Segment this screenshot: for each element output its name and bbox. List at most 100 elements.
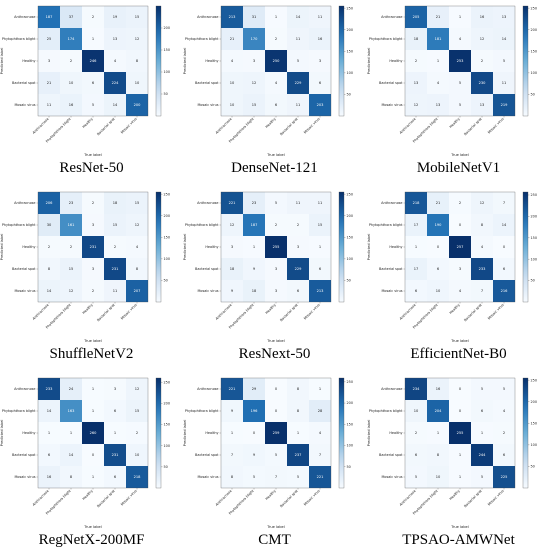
colorbar-tick-label: 200 xyxy=(347,401,353,405)
cell-value: 4 xyxy=(459,289,462,293)
matrix-cell xyxy=(287,444,309,466)
y-tick-label: Mosaic virus xyxy=(198,289,219,293)
cell-value: 6 xyxy=(48,453,51,457)
matrix-cell xyxy=(38,214,60,236)
cell-value: 6 xyxy=(275,103,278,107)
cell-value: 3 xyxy=(275,289,277,293)
matrix-cell xyxy=(243,466,265,488)
matrix-cell xyxy=(221,444,243,466)
x-tick-label: Phytophthora blight xyxy=(228,488,255,515)
matrix-cell xyxy=(405,28,427,50)
cell-value: 12 xyxy=(135,223,140,227)
matrix-cell xyxy=(449,50,471,72)
confusion-matrix-svg: 213 31 1 14 11 21 170 2 11 16 4 3 250 5 3 10 12 4 229 6 10 15… xyxy=(183,5,353,157)
matrix-cell xyxy=(243,50,265,72)
cell-value: 5 xyxy=(297,59,299,63)
cell-value: 2 xyxy=(415,431,417,435)
x-tick-label: Bacterial spot xyxy=(463,116,483,136)
cell-value: 11 xyxy=(296,103,301,107)
matrix-cell xyxy=(60,50,82,72)
matrix-cell xyxy=(104,94,126,116)
matrix-cell xyxy=(493,50,515,72)
matrix-cell xyxy=(427,400,449,422)
model-name-caption: CMT xyxy=(258,532,291,548)
y-axis-label: Predicted label xyxy=(0,234,4,261)
matrix-cell xyxy=(471,72,493,94)
matrix-cell xyxy=(60,214,82,236)
matrix-cell xyxy=(104,28,126,50)
matrix-cell xyxy=(126,444,148,466)
x-tick-label: Healthy xyxy=(265,117,277,129)
cell-value: 219 xyxy=(501,103,509,107)
colorbar-tick-label: 250 xyxy=(347,192,353,196)
matrix-cell xyxy=(82,214,104,236)
matrix-cell xyxy=(449,422,471,444)
colorbar xyxy=(155,377,162,489)
y-tick-label: Mosaic virus xyxy=(198,103,219,107)
cell-value: 4 xyxy=(231,59,234,63)
confusion-matrix-panel: 233 24 1 3 12 14 163 1 6 15 1 1 260 1 2 6 14 0 231 10 16 8 1 6 2… xyxy=(0,372,183,557)
x-axis-label: True label xyxy=(450,525,468,529)
matrix-cell xyxy=(287,258,309,280)
y-tick-label: Healthy xyxy=(22,431,35,435)
colorbar-tick-label: 50 xyxy=(531,93,535,97)
matrix-cell xyxy=(493,28,515,50)
cell-value: 1 xyxy=(92,475,94,479)
cell-value: 14 xyxy=(113,103,118,107)
x-axis-label: True label xyxy=(450,153,468,157)
y-tick-label: Phytophthora blight xyxy=(2,223,36,227)
confusion-matrix-svg: 218 21 2 12 717 190 0 8 141 0 257 4 017 6 3 233 66 10 4 7 21… xyxy=(367,191,537,343)
cell-value: 257 xyxy=(457,245,464,249)
x-tick-label: Bacterial spot xyxy=(96,302,116,322)
colorbar-tick-label: 250 xyxy=(164,380,170,384)
colorbar xyxy=(155,5,162,117)
y-tick-label: Phytophthora blight xyxy=(185,37,219,41)
matrix-cell xyxy=(309,28,331,50)
matrix-cell xyxy=(493,444,515,466)
y-tick-label: Bacterial spot xyxy=(12,267,36,271)
matrix-cell xyxy=(265,50,287,72)
matrix-cell xyxy=(493,94,515,116)
cell-value: 18 xyxy=(113,201,118,205)
x-tick-label: Mosaic virus xyxy=(487,489,505,507)
y-tick-label: Anthracnose xyxy=(381,387,402,391)
colorbar-tick-label: 150 xyxy=(164,235,170,239)
matrix-cell xyxy=(82,466,104,488)
matrix-cell xyxy=(38,258,60,280)
y-tick-label: Phytophthora blight xyxy=(185,409,219,413)
cell-value: 1 xyxy=(459,475,461,479)
cell-value: 246 xyxy=(90,59,98,63)
matrix-cell xyxy=(104,214,126,236)
colorbar-tick-label: 100 xyxy=(347,444,353,448)
matrix-cell xyxy=(427,444,449,466)
cell-value: 15 xyxy=(113,223,118,227)
matrix-cell xyxy=(104,444,126,466)
matrix-cell xyxy=(265,6,287,28)
matrix-cell xyxy=(287,94,309,116)
cell-value: 2 xyxy=(92,201,94,205)
x-tick-label: Phytophthora blight xyxy=(412,488,439,515)
matrix-cell xyxy=(126,50,148,72)
matrix-cell xyxy=(405,258,427,280)
matrix-cell xyxy=(38,6,60,28)
matrix-cell xyxy=(309,258,331,280)
cell-value: 255 xyxy=(457,431,464,435)
matrix-cell xyxy=(449,258,471,280)
cell-value: 4 xyxy=(503,409,506,413)
matrix-cell xyxy=(82,50,104,72)
confusion-matrix-panel: 206 23 2 18 15 30 161 3 15 12 2 2 231 2 4 8 15 3 231 8 14 12 2… xyxy=(0,186,183,371)
cell-value: 1 xyxy=(231,431,233,435)
x-axis-label: True label xyxy=(266,153,284,157)
cell-value: 0 xyxy=(459,409,462,413)
matrix-cell xyxy=(126,28,148,50)
y-tick-label: Healthy xyxy=(205,245,218,249)
cell-value: 231 xyxy=(90,245,97,249)
matrix-cell xyxy=(449,466,471,488)
matrix-cell xyxy=(287,378,309,400)
cell-value: 3 xyxy=(275,267,277,271)
cell-value: 190 xyxy=(435,223,443,227)
cell-value: 259 xyxy=(273,431,281,435)
y-tick-label: Bacterial spot xyxy=(195,81,219,85)
matrix-cell xyxy=(126,214,148,236)
